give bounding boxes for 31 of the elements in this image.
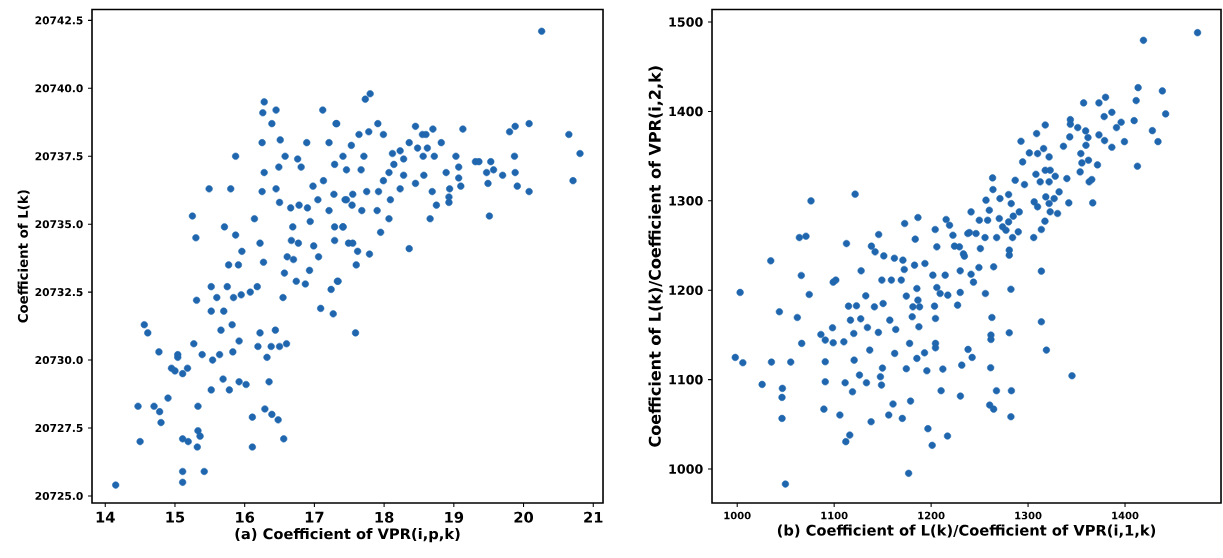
y-tick-label: 1500 bbox=[669, 17, 703, 27]
x-tick-label: 19 bbox=[445, 511, 464, 523]
y-tick-label: 20742.5 bbox=[35, 16, 83, 25]
y-tick-label: 1200 bbox=[669, 285, 703, 296]
x-tick-label: 15 bbox=[166, 511, 185, 523]
y-tick-label: 20735.0 bbox=[35, 220, 83, 229]
y-tick-label: 20727.5 bbox=[35, 423, 83, 433]
x-tick-label: 20 bbox=[514, 511, 534, 523]
x-tick-label: 1300 bbox=[1015, 511, 1042, 520]
y-tick-label: 20737.5 bbox=[35, 152, 83, 161]
x-tick-label: 1200 bbox=[918, 511, 945, 520]
y-tick-label: 20725.0 bbox=[35, 491, 83, 500]
y-axis-title: Coefficient of L(k) bbox=[17, 190, 30, 323]
y-tick-label: 1400 bbox=[669, 106, 703, 117]
x-tick-label: 21 bbox=[584, 511, 603, 523]
x-axis-title: (b) Coefficient of L(k)/Coefficient of VPR(i,1,k) bbox=[777, 524, 1156, 538]
y-tick-label: 20732.5 bbox=[35, 288, 83, 297]
x-tick-label: 1100 bbox=[821, 511, 848, 520]
y-tick-label: 20740.0 bbox=[35, 84, 83, 93]
x-tick-label: 1000 bbox=[724, 511, 751, 520]
y-axis-title: Coefficient of L(k)/Coefficient of VPR(i,2,k) bbox=[648, 66, 663, 447]
x-tick-label: 1400 bbox=[1112, 511, 1139, 520]
x-axis-title: (a) Coefficient of VPR(i,p,k) bbox=[235, 527, 460, 543]
y-tick-label: 1300 bbox=[669, 196, 703, 206]
y-tick-label: 1100 bbox=[669, 374, 703, 385]
x-tick-label: 18 bbox=[375, 511, 394, 523]
y-tick-label: 1000 bbox=[669, 464, 703, 474]
x-tick-label: 14 bbox=[96, 511, 115, 523]
x-tick-label: 17 bbox=[305, 511, 324, 523]
x-tick-label: 16 bbox=[236, 511, 255, 523]
y-tick-label: 20730.0 bbox=[35, 356, 83, 365]
